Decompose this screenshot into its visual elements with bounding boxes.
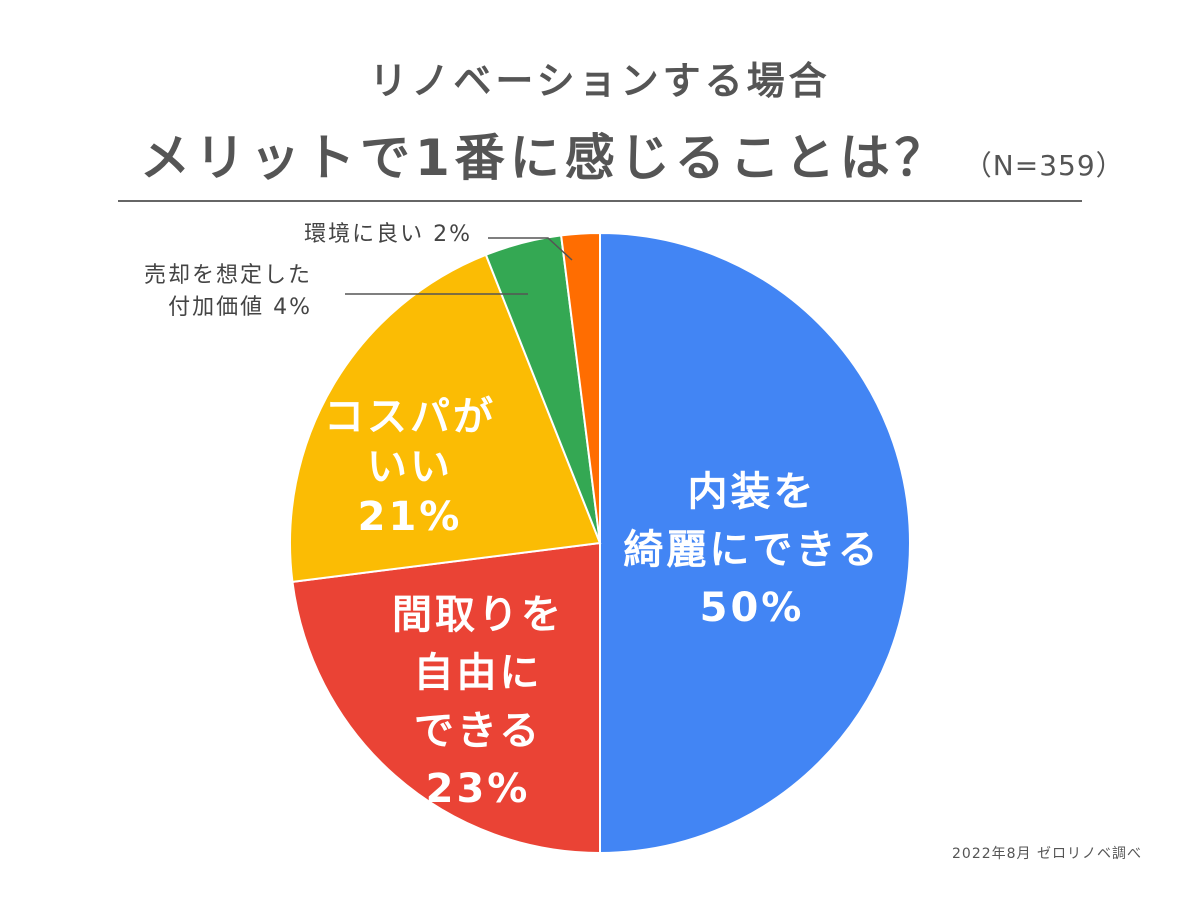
pie-slice-1: [291, 541, 601, 855]
pie-slice-4: [560, 231, 601, 544]
slice-value-label: 50%: [700, 585, 805, 631]
callout-label: 環境に良い 2%: [304, 222, 472, 247]
source-note: 2022年8月 ゼロリノベ調べ: [952, 846, 1142, 862]
callout-label: 付加価値 4%: [168, 295, 312, 320]
chart-title-question: メリットで1番に感じることは？: [140, 129, 950, 187]
callout-leader-line: [488, 237, 573, 261]
slice-category-label: 綺麗にできる: [623, 527, 880, 573]
chart-title-line2: メリットで1番に感じることは？ （N=359）: [140, 118, 1125, 190]
slice-value-label: 23%: [426, 766, 531, 812]
sample-size-label: （N=359）: [963, 149, 1125, 182]
slice-category-label: 間取りを: [392, 592, 564, 638]
title-divider: [118, 200, 1082, 202]
slice-category-label: できる: [414, 708, 542, 754]
slice-category-label: 内装を: [688, 469, 817, 515]
callout-label: 売却を想定した: [144, 263, 312, 288]
slice-category-label: いい: [367, 444, 453, 490]
pie-slices: [289, 231, 911, 855]
callout-leader-lines: [345, 237, 573, 295]
slice-value-label: 21%: [358, 494, 463, 540]
pie-slice-2: [289, 253, 602, 583]
slice-category-label: コスパが: [324, 394, 496, 440]
pie-slice-0: [599, 231, 911, 855]
chart-title-line1: リノベーションする場合: [369, 59, 831, 103]
slice-category-label: 自由に: [414, 650, 543, 696]
